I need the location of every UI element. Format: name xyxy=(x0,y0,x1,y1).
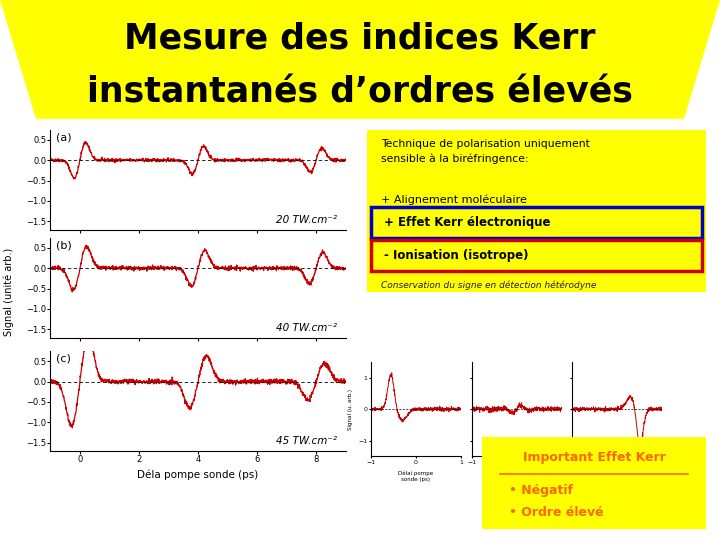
Text: Technique de polarisation uniquement
sensible à la biréfringence:: Technique de polarisation uniquement sen… xyxy=(381,139,590,164)
Text: • Ordre élevé: • Ordre élevé xyxy=(509,506,604,519)
Text: Conservation du signe en détection hétérodyne: Conservation du signe en détection hétér… xyxy=(381,280,596,290)
Text: - Ionisation (isotrope): - Ionisation (isotrope) xyxy=(384,248,528,262)
X-axis label: Déla pompe sonde (ps): Déla pompe sonde (ps) xyxy=(138,470,258,480)
Text: (a): (a) xyxy=(56,133,72,143)
Y-axis label: Signal (u. arb.): Signal (u. arb.) xyxy=(348,389,353,429)
Text: instantanés d’ordres élevés: instantanés d’ordres élevés xyxy=(87,76,633,110)
Text: Important Effet Kerr: Important Effet Kerr xyxy=(523,451,665,464)
Text: • Négatif: • Négatif xyxy=(509,484,573,497)
Text: + Effet Kerr électronique: + Effet Kerr électronique xyxy=(384,216,551,229)
FancyBboxPatch shape xyxy=(371,207,702,238)
X-axis label: Délai pompe
sonde (ps): Délai pompe sonde (ps) xyxy=(600,470,635,482)
Text: 45 TW.cm⁻²: 45 TW.cm⁻² xyxy=(276,436,337,446)
Text: (b): (b) xyxy=(56,241,72,251)
Text: Signal (unité arb.): Signal (unité arb.) xyxy=(4,247,14,336)
Polygon shape xyxy=(0,0,720,119)
X-axis label: Délai pompe
sonce (ps): Délai pompe sonce (ps) xyxy=(499,470,534,482)
Text: + Alignement moléculaire: + Alignement moléculaire xyxy=(381,194,526,205)
FancyBboxPatch shape xyxy=(472,433,717,534)
Text: 20 TW.cm⁻²: 20 TW.cm⁻² xyxy=(276,214,337,225)
X-axis label: Délai pompe
sonde (ps): Délai pompe sonde (ps) xyxy=(398,470,433,482)
Text: Mesure des indices Kerr: Mesure des indices Kerr xyxy=(125,21,595,55)
Text: 40 TW.cm⁻²: 40 TW.cm⁻² xyxy=(276,322,337,333)
FancyBboxPatch shape xyxy=(357,125,716,296)
FancyBboxPatch shape xyxy=(371,240,702,271)
Text: (c): (c) xyxy=(56,354,71,364)
